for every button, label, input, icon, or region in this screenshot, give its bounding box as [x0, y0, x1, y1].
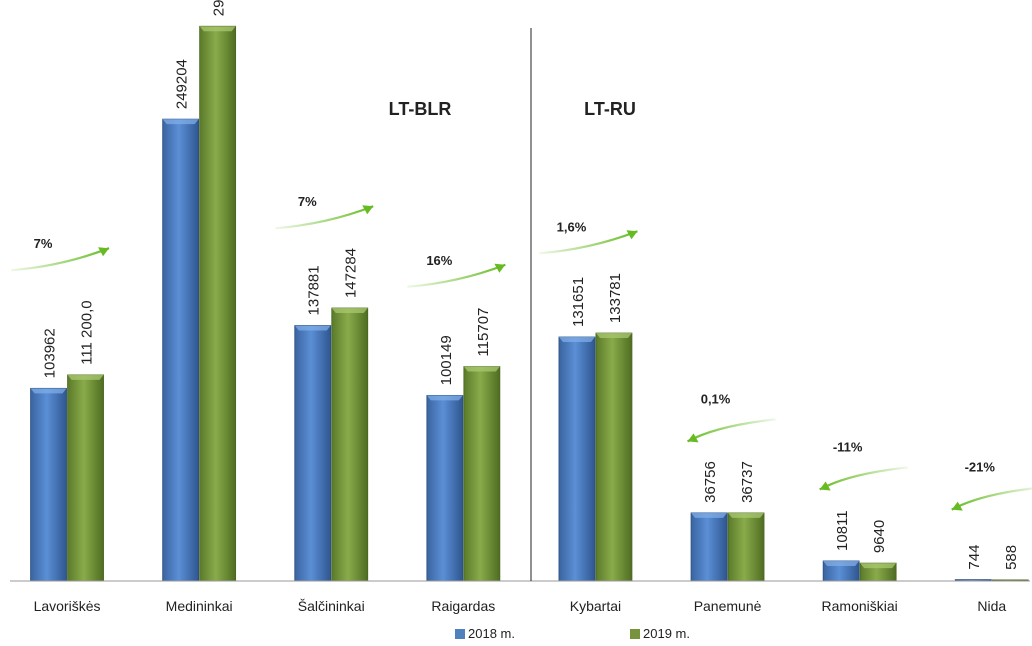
change-arrowhead-7	[951, 501, 963, 511]
change-label-6: -11%	[833, 439, 863, 454]
change-arrow-5	[687, 418, 776, 443]
bar-cap-2018-6	[823, 560, 860, 566]
bar-2018-4	[558, 336, 596, 582]
legend-item-2019: 2019 m.	[630, 626, 690, 641]
bar-cap-2018-0	[30, 388, 67, 394]
bar-cap-2019-0	[67, 374, 104, 380]
bar-cap-2019-6	[860, 563, 897, 569]
change-arrow-7	[951, 487, 1032, 511]
category-label-3: Raigardas	[431, 598, 495, 614]
change-arrow-4	[539, 230, 638, 255]
legend-swatch-2018	[455, 628, 465, 639]
legend-swatch-2019	[630, 628, 640, 639]
bar-cap-2018-5	[691, 512, 728, 518]
bar-2019-2	[331, 307, 369, 582]
category-label-2: Šalčininkai	[298, 598, 365, 614]
legend-label-2018: 2018 m.	[468, 626, 515, 641]
value-label-2018-2: 137881	[306, 265, 323, 315]
bar-2019-3	[463, 366, 501, 582]
value-label-2018-4: 131651	[570, 277, 587, 327]
bar-cap-2018-1	[162, 119, 199, 125]
group-label-lt-ru: LT-RU	[584, 99, 636, 119]
bar-cap-2018-2	[294, 325, 331, 331]
change-arrowhead-3	[494, 263, 506, 273]
bar-2019-0	[67, 374, 104, 582]
category-label-4: Kybartai	[570, 598, 621, 614]
change-arrowhead-5	[687, 433, 699, 443]
change-arrow-2	[275, 205, 374, 230]
change-arrowhead-2	[362, 205, 374, 215]
value-label-2018-5: 36756	[702, 461, 719, 503]
bar-2018-3	[426, 394, 464, 582]
change-label-4: 1,6%	[557, 219, 587, 234]
bar-2018-5	[690, 512, 728, 582]
bar-cap-2019-5	[728, 512, 765, 518]
category-label-5: Panemunė	[694, 598, 762, 614]
bar-cap-2019-3	[463, 366, 500, 372]
value-label-2019-1: 299327	[211, 0, 228, 16]
value-label-2018-1: 249204	[174, 59, 191, 109]
value-label-2019-6: 9640	[871, 520, 888, 553]
bar-2018-2	[294, 325, 332, 582]
change-label-3: 16%	[426, 253, 452, 268]
category-label-1: Medininkai	[166, 598, 233, 614]
value-label-2019-4: 133781	[607, 273, 624, 323]
bar-2018-0	[30, 387, 67, 582]
change-arrow-6	[819, 466, 908, 491]
value-label-2019-2: 147284	[343, 248, 360, 298]
legend-label-2019: 2019 m.	[643, 626, 690, 641]
category-label-7: Nida	[977, 598, 1006, 614]
bar-2019-5	[727, 512, 765, 582]
bar-2019-4	[595, 332, 633, 582]
value-label-2018-0: 103962	[42, 328, 59, 378]
value-label-2018-6: 10811	[834, 510, 851, 551]
category-label-0: Lavoriškės	[34, 598, 101, 614]
bar-2019-1	[199, 25, 237, 582]
value-label-2019-7: 588	[1003, 545, 1020, 570]
group-label-lt-blr: LT-BLR	[389, 99, 452, 119]
change-label-2: 7%	[298, 194, 317, 209]
change-label-0: 7%	[34, 236, 53, 251]
change-arrow-0	[10, 247, 110, 272]
change-arrowhead-4	[626, 230, 638, 240]
value-label-2019-3: 115707	[475, 308, 492, 357]
bar-cap-2019-2	[331, 308, 368, 314]
category-label-6: Ramoniškiai	[822, 598, 898, 614]
bar-cap-2019-1	[199, 26, 236, 32]
bar-cap-2018-4	[558, 337, 595, 343]
value-label-2019-0: 111 200,0	[79, 300, 96, 365]
value-label-2018-3: 100149	[438, 335, 455, 385]
change-arrow-3	[407, 263, 506, 288]
legend-item-2018: 2018 m.	[455, 626, 515, 641]
legend: 2018 m. 2019 m.	[0, 626, 1032, 644]
value-label-2018-7: 744	[966, 545, 983, 570]
change-arrowhead-6	[819, 481, 831, 491]
change-label-7: -21%	[965, 460, 996, 475]
bar-2018-1	[162, 118, 200, 582]
change-arrowhead-0	[98, 247, 110, 257]
value-label-2019-5: 36737	[739, 461, 756, 503]
change-label-5: 0,1%	[701, 391, 731, 406]
bar-cap-2019-4	[595, 333, 632, 339]
bar-cap-2018-3	[426, 395, 463, 401]
